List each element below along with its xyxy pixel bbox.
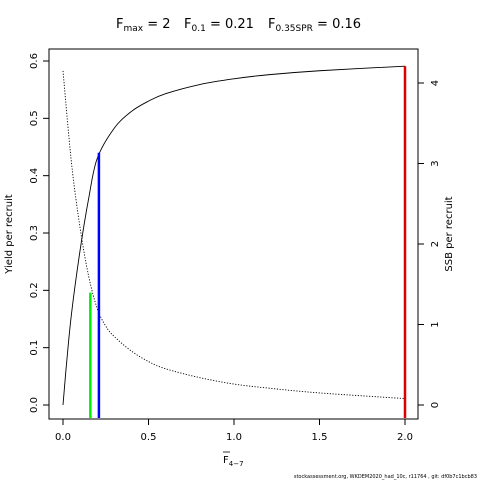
- y-axis-left-title: Yield per recruit: [4, 194, 15, 275]
- y-left-tick-label: 0.5: [29, 110, 40, 126]
- y-right-tick-label: 2: [430, 241, 441, 247]
- y-left-tick-label: 0.1: [29, 340, 40, 356]
- y-right-tick-label: 3: [430, 160, 441, 166]
- title-fmax-label: F: [116, 17, 123, 32]
- title-f01-label: F: [184, 17, 191, 32]
- y-right-tick-label: 0: [430, 402, 441, 408]
- y-left-tick-label: 0.2: [29, 282, 40, 298]
- y-axis-left: 0.0 0.1 0.2 0.3 0.4 0.5 0.6: [29, 53, 49, 413]
- plot-frame: [48, 48, 419, 420]
- x-tick-label: 1.0: [226, 432, 242, 443]
- y-left-tick-label: 0.6: [29, 53, 40, 69]
- x-tick-label: 2.0: [397, 432, 413, 443]
- chart-title: Fmax = 2 F0.1 = 0.21 F0.35SPR = 0.16: [116, 17, 361, 34]
- title-f01-value: = 0.21: [206, 17, 254, 32]
- y-left-tick-label: 0.4: [29, 168, 40, 184]
- y-axis-right-title: SSB per recruit: [444, 196, 455, 271]
- x-axis-title: F4−7: [223, 455, 244, 468]
- series-group: [62, 65, 406, 406]
- reference-lines: [89, 66, 407, 418]
- title-f035-label: F: [268, 17, 275, 32]
- x-tick-label: 0.0: [55, 432, 71, 443]
- title-f01-sub: 0.1: [191, 24, 205, 34]
- y-left-tick-label: 0.0: [29, 397, 40, 413]
- y-left-tick-label: 0.3: [29, 225, 40, 241]
- y-axis-right: 0 1 2 3 4: [418, 80, 441, 408]
- x-axis: 0.0 0.5 1.0 1.5 2.0: [55, 419, 413, 443]
- x-axis-title-sub: 4−7: [229, 460, 244, 468]
- x-tick-label: 0.5: [141, 432, 157, 443]
- y-right-tick-label: 4: [430, 80, 441, 86]
- ssb-per-recruit-line: [62, 70, 406, 400]
- y-right-tick-label: 1: [430, 321, 441, 327]
- footnote: stockassessment.org, WKDEM2020_had_10c, …: [294, 474, 477, 480]
- title-f035-sub: 0.35SPR: [275, 24, 312, 34]
- title-fmax-sub: max: [123, 24, 143, 34]
- x-axis-title-main: F: [223, 455, 229, 466]
- x-tick-label: 1.5: [312, 432, 328, 443]
- yield-per-recruit-line: [62, 65, 406, 406]
- title-f035-value: = 0.16: [313, 17, 361, 32]
- title-fmax-value: = 2: [143, 17, 170, 32]
